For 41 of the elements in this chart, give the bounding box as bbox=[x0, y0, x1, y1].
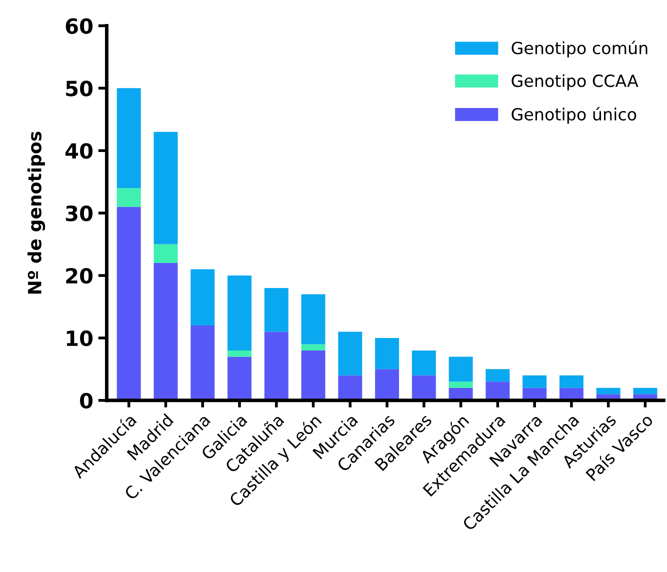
bar bbox=[264, 288, 288, 332]
bar bbox=[486, 382, 510, 400]
y-tick-label: 10 bbox=[66, 330, 93, 346]
bar bbox=[633, 388, 658, 394]
bar bbox=[154, 244, 178, 264]
y-axis-title: Nº de genotipos bbox=[27, 132, 46, 294]
bar bbox=[228, 356, 252, 400]
y-tick-label: 30 bbox=[66, 206, 93, 222]
bar bbox=[264, 332, 288, 400]
bar bbox=[154, 132, 178, 244]
bar bbox=[412, 350, 436, 376]
bar bbox=[448, 356, 473, 382]
bar bbox=[154, 263, 178, 400]
bar bbox=[338, 332, 362, 376]
bar bbox=[301, 344, 326, 350]
bar bbox=[596, 388, 620, 394]
bar bbox=[301, 294, 326, 344]
bar bbox=[116, 88, 141, 188]
bar bbox=[338, 375, 362, 400]
bar bbox=[559, 375, 584, 388]
bar bbox=[375, 369, 400, 400]
bar bbox=[228, 350, 252, 357]
y-tick-label: 20 bbox=[66, 268, 93, 284]
bar bbox=[190, 325, 215, 400]
y-tick-label: 50 bbox=[66, 80, 93, 96]
bar bbox=[522, 375, 547, 388]
bar bbox=[116, 188, 141, 207]
legend-label: Genotipo CCAA bbox=[512, 74, 638, 90]
legend-label: Genotipo único bbox=[512, 107, 636, 124]
bar bbox=[301, 350, 326, 400]
bar bbox=[448, 382, 473, 388]
bar bbox=[116, 206, 141, 400]
bar bbox=[228, 276, 252, 350]
legend-label: Genotipo común bbox=[512, 40, 648, 58]
y-tick-label: 0 bbox=[80, 392, 93, 409]
bar bbox=[486, 369, 510, 382]
bar bbox=[375, 338, 400, 370]
bar bbox=[412, 375, 436, 400]
bar bbox=[190, 269, 215, 326]
y-tick-label: 60 bbox=[66, 18, 93, 34]
y-tick-label: 40 bbox=[65, 143, 93, 159]
